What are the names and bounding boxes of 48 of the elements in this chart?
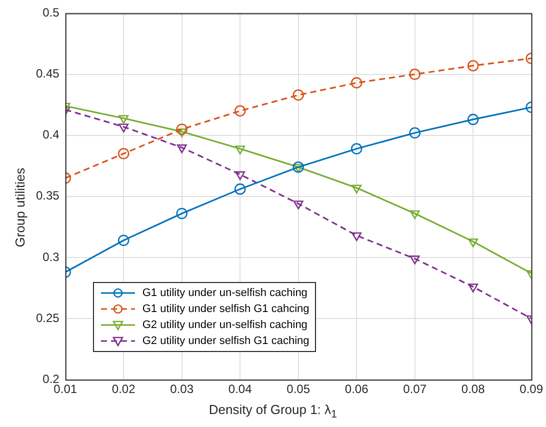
x-tick-label: 0.02 [112, 382, 136, 396]
point [410, 256, 420, 264]
legend-label: G1 utility under selfish G1 cahcing [142, 302, 310, 315]
point [293, 164, 304, 173]
point [467, 114, 479, 126]
point [468, 238, 478, 248]
point [118, 234, 130, 246]
point [235, 171, 246, 180]
y-tick-label: 0.4 [42, 128, 60, 142]
x-tick-label: 0.07 [403, 382, 427, 396]
point [176, 208, 188, 220]
point [234, 183, 246, 195]
point [176, 144, 187, 154]
point [118, 115, 129, 124]
point [118, 124, 129, 132]
point [118, 148, 130, 160]
point [409, 68, 420, 80]
point [468, 284, 478, 292]
x-tick-label: 0.09 [520, 382, 544, 396]
x-tick-label: 0.06 [344, 382, 369, 396]
point [352, 232, 362, 242]
x-tick-label: 0.08 [461, 382, 486, 396]
point [234, 105, 246, 117]
point [176, 128, 187, 138]
legend-label: G2 utility under un-selfish caching [142, 318, 308, 331]
y-tick-label: 0.25 [36, 310, 60, 325]
x-axis-title: Density of Group 1: λ$_{1}$ [208, 402, 338, 421]
point [467, 60, 479, 72]
point [350, 143, 362, 154]
y-tick-label: 0.3 [42, 250, 60, 264]
point [350, 77, 362, 88]
point [292, 89, 304, 101]
point [410, 210, 420, 220]
point [293, 200, 304, 210]
x-tick-label: 0.03 [170, 382, 194, 396]
y-tick-label: 0.5 [42, 6, 60, 20]
x-tick-label: 0.04 [228, 382, 252, 396]
y-tick-label: 0.35 [36, 188, 60, 203]
legend-label: G1 utility under un-selfish caching [142, 286, 308, 299]
point [352, 184, 362, 194]
y-tick-label: 0.45 [36, 66, 60, 81]
y-axis-title: Group utilities [12, 166, 28, 250]
point [176, 124, 188, 135]
point [235, 146, 246, 154]
point [409, 127, 420, 139]
legend-label: G2 utility under selfish G1 caching [142, 334, 310, 347]
point [292, 161, 304, 173]
x-tick-label: 0.05 [286, 382, 310, 396]
